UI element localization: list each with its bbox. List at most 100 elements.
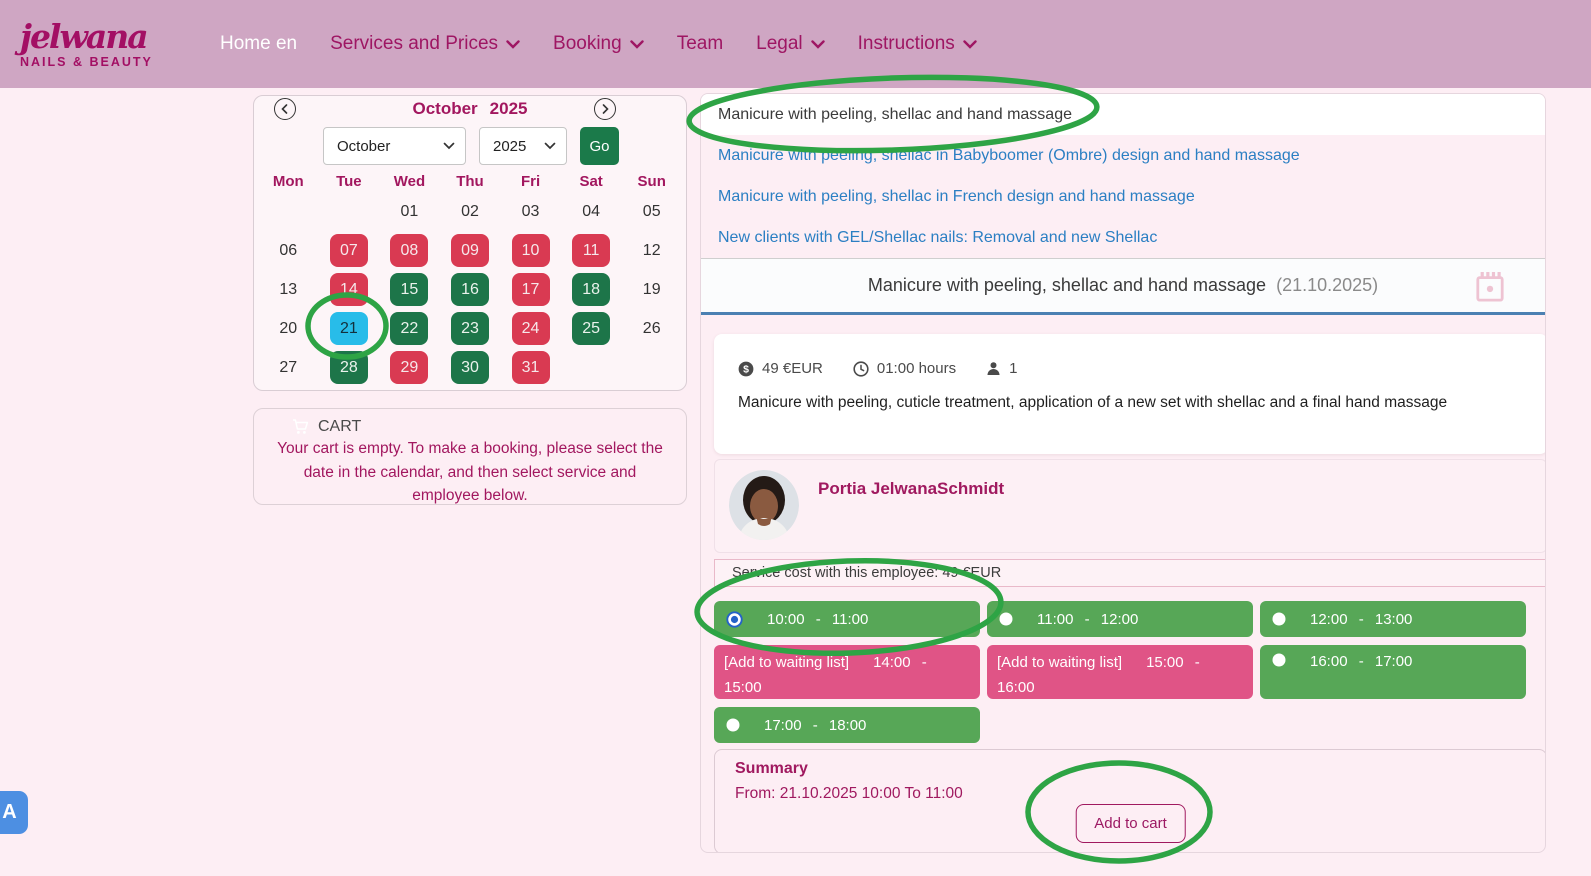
nav-item-instructions[interactable]: Instructions (858, 33, 977, 55)
calendar-day-19: 19 (642, 280, 661, 298)
weekday-label: Sat (579, 173, 603, 190)
accessibility-widget[interactable]: A (0, 791, 28, 834)
waiting-list-slot-14-00-15-00[interactable]: [Add to waiting list] 14:00 - 15:00 (714, 645, 980, 699)
calendar-day-12: 12 (642, 241, 661, 259)
brand-logo[interactable]: jelwana NAILS & BEAUTY (20, 16, 212, 69)
calendar-prev-button[interactable] (274, 98, 296, 120)
cart-title: CART (318, 418, 362, 435)
calendar-day-empty (572, 351, 610, 384)
calendar-day-grid: 01 02 03 04 05 06 07 08 09 10 11 12 13 14 15 16 17 18 19 20… (254, 192, 686, 387)
weekday-label: Thu (456, 173, 484, 190)
month-select[interactable]: October (323, 127, 466, 165)
nav-item-team[interactable]: Team (677, 33, 723, 55)
cart-icon (293, 419, 309, 434)
time-slot-11-00-12-00[interactable]: 11:00 - 12:00 (987, 601, 1253, 637)
calendar-day-01: 01 (400, 202, 419, 220)
radio-unselected-icon (726, 718, 740, 732)
nav-item-label: Services and Prices (330, 33, 499, 54)
duration-value: 01:00 hours (876, 360, 957, 377)
go-button[interactable]: Go (580, 127, 619, 165)
weekday-label: Tue (336, 173, 362, 190)
year-select-value: 2025 (493, 137, 527, 155)
radio-unselected-icon (1272, 653, 1286, 667)
service-link[interactable]: New clients with GEL/Shellac nails: Remo… (718, 228, 1158, 246)
calendar-next-button[interactable] (594, 98, 616, 120)
nav-item-home-en[interactable]: Home en (220, 33, 297, 55)
chevron-down-icon (963, 39, 977, 49)
month-select-value: October (337, 137, 391, 155)
calendar-day-30[interactable]: 30 (450, 351, 489, 384)
brand-tagline: NAILS & BEAUTY (20, 54, 153, 69)
add-to-cart-button[interactable]: Add to cart (1075, 804, 1186, 843)
nav-item-services-and-prices[interactable]: Services and Prices (330, 33, 520, 55)
calendar-day-25[interactable]: 25 (572, 312, 611, 345)
service-info-card: $ 49 €EUR 01:00 hours 1 Manicure with pe… (714, 334, 1545, 454)
cart-box: CART Your cart is empty. To make a booki… (253, 408, 687, 505)
calendar-day-29[interactable]: 29 (390, 351, 429, 384)
waiting-list-label: [Add to waiting list] (997, 654, 1123, 671)
time-slot-17-00-18-00[interactable]: 17:00 - 18:00 (714, 707, 980, 743)
calendar-day-21[interactable]: 21 (329, 312, 368, 345)
slot-time-label: 17:00 - 18:00 (764, 716, 867, 734)
clock-icon (853, 360, 869, 377)
calendar-day-17[interactable]: 17 (511, 273, 550, 306)
calendar-day-empty (269, 195, 307, 228)
calendar-day-18[interactable]: 18 (572, 273, 611, 306)
cart-title-row: CART (292, 418, 672, 436)
capacity-value: 1 (1009, 360, 1018, 377)
calendar-title: October 2025 (412, 99, 528, 118)
service-link-row: Manicure with peeling, shellac in Babybo… (701, 135, 1545, 176)
duration-info: 01:00 hours (853, 360, 956, 377)
service-link[interactable]: Manicure with peeling, shellac in French… (718, 187, 1195, 205)
calendar-day-16[interactable]: 16 (450, 273, 489, 306)
brand-name: jelwana (20, 16, 149, 56)
calendar-day-empty (633, 351, 671, 384)
calendar-day-26: 26 (642, 319, 661, 337)
calendar-day-11[interactable]: 11 (572, 234, 611, 267)
weekday-label: Sun (637, 173, 666, 190)
service-link[interactable]: Manicure with peeling, shellac in Babybo… (718, 146, 1300, 164)
calendar-day-13: 13 (279, 280, 298, 298)
calendar-day-08[interactable]: 08 (390, 234, 429, 267)
time-slot-10-00-11-00[interactable]: 10:00 - 11:00 (714, 601, 980, 637)
calendar-day-09[interactable]: 09 (450, 234, 489, 267)
time-slot-12-00-13-00[interactable]: 12:00 - 13:00 (1260, 601, 1526, 637)
time-slot-16-00-17-00[interactable]: 16:00 - 17:00 (1260, 645, 1526, 699)
calendar-day-10[interactable]: 10 (511, 234, 550, 267)
service-item-selected[interactable]: Manicure with peeling, shellac and hand … (701, 94, 1545, 135)
calendar-day-31[interactable]: 31 (511, 351, 550, 384)
employee-avatar (729, 470, 799, 540)
summary-range: From: 21.10.2025 10:00 To 11:00 (735, 785, 963, 802)
calendar-day-07[interactable]: 07 (329, 234, 368, 267)
calendar-day-23[interactable]: 23 (450, 312, 489, 345)
accessibility-icon: A (2, 801, 17, 823)
service-detail-title: Manicure with peeling, shellac and hand … (867, 275, 1267, 295)
svg-text:$: $ (743, 363, 749, 375)
calendar-day-27: 27 (279, 358, 298, 376)
service-link-row: Manicure with peeling, shellac in French… (701, 176, 1545, 217)
calendar-day-14[interactable]: 14 (329, 273, 368, 306)
calendar-day-28[interactable]: 28 (329, 351, 368, 384)
calendar-day-24[interactable]: 24 (511, 312, 550, 345)
calendar-icon (1476, 272, 1504, 302)
calendar-day-05: 05 (642, 202, 661, 220)
calendar-day-03: 03 (521, 202, 540, 220)
weekday-label: Wed (393, 173, 426, 190)
nav-item-label: Legal (756, 33, 803, 54)
employee-card[interactable]: Portia JelwanaSchmidt (714, 459, 1545, 553)
calendar-day-15[interactable]: 15 (390, 273, 429, 306)
nav-item-legal[interactable]: Legal (756, 33, 825, 55)
year-select[interactable]: 2025 (479, 127, 567, 165)
slot-time-label: 15:00 - 16:00 (997, 654, 1200, 696)
slot-time-label: 16:00 - 17:00 (1310, 653, 1413, 670)
nav-item-booking[interactable]: Booking (553, 33, 644, 55)
chevron-down-icon (810, 39, 825, 49)
calendar-day-20: 20 (279, 319, 298, 337)
waiting-list-slot-15-00-16-00[interactable]: [Add to waiting list] 15:00 - 16:00 (987, 645, 1253, 699)
calendar-day-22[interactable]: 22 (390, 312, 429, 345)
price-info: $ 49 €EUR (738, 360, 823, 377)
radio-unselected-icon (999, 612, 1013, 626)
service-item-label: Manicure with peeling, shellac and hand … (718, 105, 1072, 123)
nav-item-label: Team (676, 33, 724, 54)
waiting-list-label: [Add to waiting list] (724, 654, 850, 671)
